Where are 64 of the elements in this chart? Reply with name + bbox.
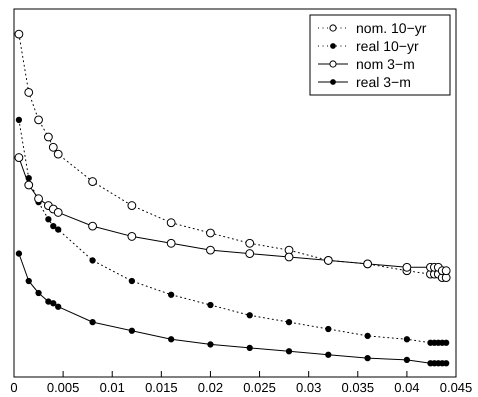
x-tick-label: 0.035 (342, 380, 374, 396)
point (284, 252, 294, 262)
point (325, 352, 332, 358)
point (14, 30, 24, 39)
point (88, 222, 97, 231)
point (246, 344, 253, 351)
point (35, 290, 42, 296)
x-tick-label: 0.04 (394, 380, 420, 396)
point (89, 319, 96, 326)
point (89, 257, 96, 264)
x-tick-label: 0.025 (243, 380, 276, 396)
point (54, 150, 63, 159)
point (24, 180, 34, 190)
x-tick-label: 0 (10, 380, 18, 396)
point (55, 304, 62, 310)
point (45, 216, 52, 222)
point (364, 332, 371, 339)
point (88, 177, 97, 186)
point (55, 226, 62, 233)
point (50, 300, 56, 306)
legend-label: nom 3−m (356, 56, 415, 72)
point (245, 238, 254, 248)
point (206, 228, 215, 238)
point (16, 250, 22, 257)
point (245, 249, 254, 258)
x-tick-label: 0.01 (100, 380, 125, 396)
point (206, 246, 215, 255)
point (14, 153, 24, 162)
point (402, 262, 412, 272)
point (26, 278, 32, 284)
point (404, 356, 410, 363)
point (127, 201, 136, 210)
point (286, 319, 292, 326)
point (442, 266, 451, 276)
point (404, 336, 410, 342)
point (50, 223, 56, 230)
point (168, 336, 174, 342)
point (34, 194, 43, 204)
x-tick-label: 0.005 (46, 380, 80, 396)
point (24, 88, 34, 97)
point (54, 208, 63, 217)
point (207, 341, 214, 348)
x-tick-label: 0.03 (296, 380, 322, 396)
point (325, 326, 332, 332)
x-tick-label: 0.045 (440, 380, 472, 396)
point (166, 218, 176, 228)
legend-label: nom. 10−yr (356, 20, 427, 36)
point (128, 328, 136, 334)
point (16, 116, 22, 123)
x-tick-label: 0.015 (145, 380, 178, 396)
point (168, 292, 174, 298)
point (127, 232, 136, 241)
legend-label: real 3−m (356, 74, 411, 90)
point (207, 302, 214, 308)
x-tick-label: 0.02 (198, 380, 224, 396)
point (166, 238, 176, 248)
legend-label: real 10−yr (356, 38, 419, 54)
point (246, 312, 253, 318)
point (48, 142, 58, 152)
point (128, 278, 136, 284)
point (286, 348, 292, 354)
point (34, 115, 43, 124)
point (44, 132, 53, 142)
point (364, 355, 371, 362)
